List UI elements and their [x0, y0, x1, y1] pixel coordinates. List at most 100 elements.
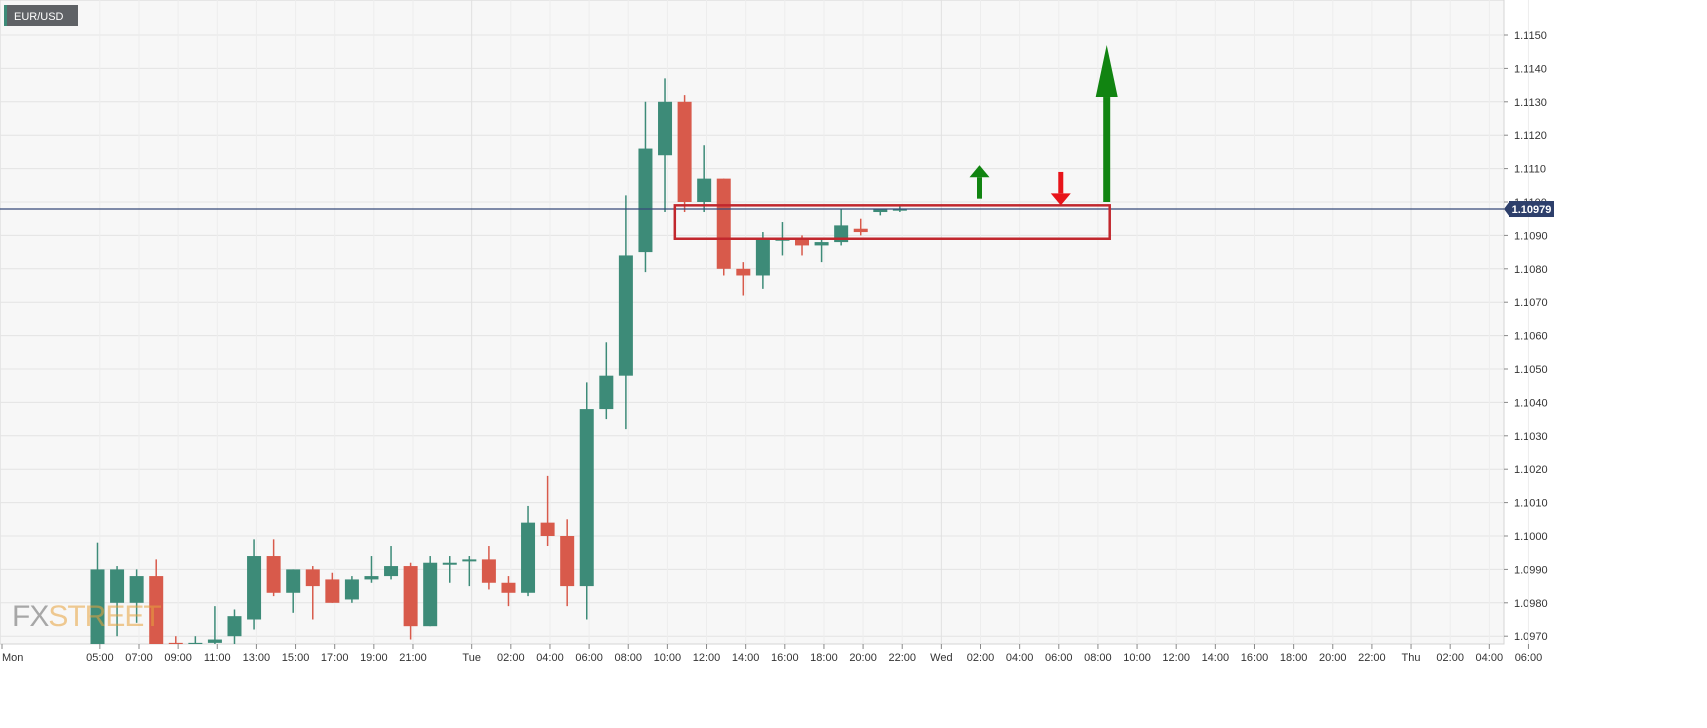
candle-body-up: [873, 208, 888, 213]
big-up-arrow-icon-shaft: [1103, 97, 1111, 202]
symbol-tag-accent: [4, 5, 7, 26]
x-tick-label: 04:00: [1476, 652, 1504, 664]
x-tick-label: 19:00: [360, 652, 388, 664]
x-tick-label: 04:00: [536, 652, 564, 664]
candle-body-up: [423, 562, 438, 627]
x-tick-label: 11:00: [204, 652, 231, 664]
candle-body-up: [344, 579, 359, 600]
candle-body-down: [560, 536, 575, 587]
price-badge-pointer: [1504, 201, 1510, 218]
candle-body-up: [599, 375, 614, 410]
x-tick-label: 10:00: [654, 652, 682, 664]
x-tick-label: 04:00: [1006, 652, 1034, 664]
x-tick-label: 18:00: [810, 652, 838, 664]
x-tick-label: Mon: [2, 652, 23, 664]
x-tick-label: 12:00: [1162, 652, 1190, 664]
candle-body-down: [481, 559, 496, 583]
candle-body-down: [853, 228, 868, 233]
price-badge: [1509, 201, 1554, 218]
x-tick-label: 16:00: [771, 652, 799, 664]
candle-body-up: [90, 569, 105, 644]
candle-body-up: [364, 576, 379, 580]
x-tick-label: 16:00: [1241, 652, 1269, 664]
plot-area: [0, 0, 1505, 645]
x-tick-label: 10:00: [1123, 652, 1151, 664]
candle-body-down: [736, 268, 751, 276]
candle-body-up: [227, 616, 242, 637]
x-tick-label: Thu: [1402, 652, 1421, 664]
candle-body-up: [110, 569, 125, 603]
candle-body-down: [540, 522, 555, 536]
y-tick-label: 1.0980: [1514, 598, 1548, 610]
y-tick-label: 1.1120: [1514, 130, 1547, 142]
x-tick-label: 08:00: [1084, 652, 1112, 664]
candle-body-up: [892, 208, 907, 211]
x-tick-label: 08:00: [614, 652, 642, 664]
resistance-box-annotation: [673, 204, 1111, 240]
x-tick-label: 17:00: [321, 652, 349, 664]
candle-body-down: [266, 556, 281, 593]
y-tick-label: 1.1030: [1514, 431, 1548, 443]
candle-body-up: [207, 639, 222, 643]
candle-body-up: [638, 148, 653, 253]
candle-body-up: [521, 522, 536, 593]
y-tick-label: 1.1020: [1514, 464, 1548, 476]
candle-body-up: [188, 642, 203, 644]
y-tick-label: 1.1050: [1514, 364, 1548, 376]
y-tick-label: 1.1040: [1514, 397, 1548, 409]
y-tick-label: 1.1080: [1514, 264, 1548, 276]
candle-body-up: [462, 559, 477, 562]
x-tick-label: 20:00: [1319, 652, 1347, 664]
current-price-label: 1.10979: [1512, 204, 1552, 216]
x-tick-label: 12:00: [693, 652, 721, 664]
x-tick-label: 02:00: [1436, 652, 1464, 664]
candle-body-up: [442, 562, 457, 565]
x-tick-label: 22:00: [888, 652, 916, 664]
x-tick-label: Tue: [462, 652, 481, 664]
candle-body-up: [697, 178, 712, 202]
down-arrow-icon: [1050, 193, 1071, 206]
candle-body-down: [501, 582, 516, 593]
candle-body-down: [795, 238, 810, 246]
x-tick-label: 07:00: [125, 652, 153, 664]
candle-body-down: [168, 642, 183, 644]
candle-body-up: [129, 576, 144, 603]
x-tick-label: 06:00: [575, 652, 603, 664]
candle-body-up: [247, 556, 262, 620]
candle-body-up: [755, 238, 770, 276]
candle-body-up: [579, 409, 594, 587]
y-tick-label: 1.1000: [1514, 531, 1548, 543]
y-tick-label: 1.1060: [1514, 331, 1548, 343]
y-tick-label: 1.0990: [1514, 564, 1548, 576]
x-tick-label: 15:00: [282, 652, 310, 664]
fxstreet-logo: FXSTREET: [12, 600, 161, 633]
y-tick-label: 1.1110: [1514, 164, 1546, 176]
y-tick-label: 1.1090: [1514, 230, 1548, 242]
x-tick-label: 02:00: [967, 652, 995, 664]
symbol-tag: [4, 5, 78, 26]
candle-body-up: [658, 101, 673, 156]
x-tick-label: 14:00: [1202, 652, 1230, 664]
up-arrow-icon: [969, 165, 990, 178]
big-up-arrow-icon: [1095, 45, 1118, 98]
candle-body-up: [618, 255, 633, 376]
candle-body-down: [403, 566, 418, 627]
candle-body-down: [305, 569, 320, 587]
y-tick-label: 1.1130: [1514, 97, 1547, 109]
candles-group: [90, 78, 907, 644]
x-tick-label: 22:00: [1358, 652, 1386, 664]
y-tick-label: 1.1010: [1514, 498, 1548, 510]
y-tick-label: 1.1070: [1514, 297, 1548, 309]
candle-body-down: [716, 178, 731, 269]
x-tick-label: 20:00: [849, 652, 877, 664]
x-tick-label: 09:00: [164, 652, 192, 664]
symbol-label: EUR/USD: [14, 11, 64, 23]
up-arrow-icon-shaft: [977, 177, 982, 199]
x-tick-label: Wed: [930, 652, 952, 664]
candle-body-down: [325, 579, 340, 603]
candle-body-up: [814, 242, 829, 246]
y-tick-label: 1.1150: [1514, 30, 1547, 42]
x-tick-label: 14:00: [732, 652, 760, 664]
